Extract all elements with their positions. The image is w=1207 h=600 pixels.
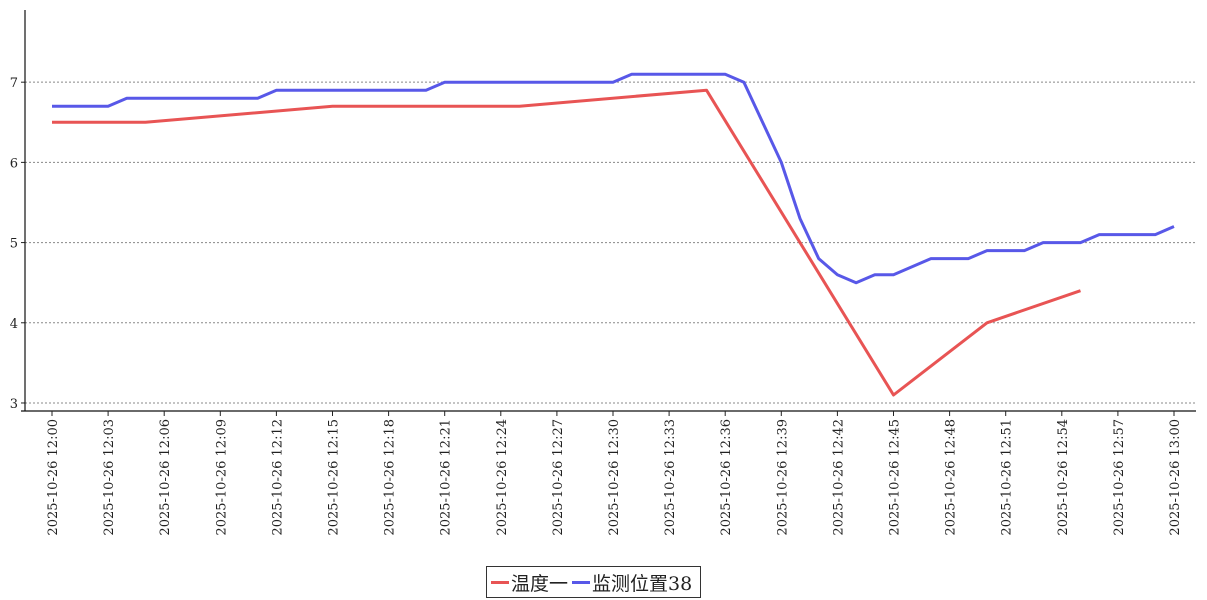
y-tick-label-1: 4: [10, 317, 18, 332]
x-tick-label-3: 2025-10-26 12:09: [214, 419, 229, 536]
x-tick-label-19: 2025-10-26 12:57: [1112, 419, 1127, 536]
x-tick-label-6: 2025-10-26 12:18: [383, 419, 398, 536]
y-tick-label-3: 6: [10, 156, 18, 171]
x-tick-label-4: 2025-10-26 12:12: [270, 419, 285, 536]
x-tick-label-9: 2025-10-26 12:27: [551, 419, 566, 536]
axes: 3 4 5 6 7 2025-10-26 12:00 2025-10-26 12:03 202…: [10, 10, 1196, 536]
y-tick-label-0: 3: [10, 397, 18, 412]
x-tick-label-8: 2025-10-26 12:24: [495, 419, 510, 536]
legend-label-series-1: 温度一: [511, 572, 569, 595]
series-line-1: [52, 88, 1081, 397]
x-tick-label-18: 2025-10-26 12:54: [1056, 419, 1071, 536]
x-tick-label-20: 2025-10-26 13:00: [1168, 419, 1183, 536]
legend-swatch-series-2: [572, 580, 591, 584]
x-tick-label-1: 2025-10-26 12:03: [102, 419, 117, 536]
legend-label-series-2: 监测位置38: [592, 572, 693, 595]
x-tick-label-13: 2025-10-26 12:39: [775, 419, 790, 536]
legend-item-series-1[interactable]: 温度一: [491, 569, 568, 596]
x-tick-label-5: 2025-10-26 12:15: [327, 419, 342, 536]
x-tick-label-11: 2025-10-26 12:33: [663, 419, 678, 536]
series-lines: [52, 72, 1175, 397]
x-tick-label-17: 2025-10-26 12:51: [1000, 419, 1015, 536]
x-tick-label-7: 2025-10-26 12:21: [439, 419, 454, 536]
x-tick-label-10: 2025-10-26 12:30: [607, 419, 622, 536]
x-tick-label-0: 2025-10-26 12:00: [46, 419, 61, 536]
x-tick-label-2: 2025-10-26 12:06: [158, 419, 173, 536]
series-line-2: [52, 72, 1175, 285]
x-tick-label-15: 2025-10-26 12:45: [888, 419, 903, 536]
x-tick-label-16: 2025-10-26 12:48: [944, 419, 959, 536]
gridlines: [25, 81, 1196, 404]
legend-item-series-2[interactable]: 监测位置38: [572, 569, 692, 596]
x-tick-label-14: 2025-10-26 12:42: [831, 419, 846, 536]
legend-swatch-series-1: [491, 580, 509, 584]
legend: 温度一 监测位置38: [486, 566, 702, 598]
y-tick-label-2: 5: [10, 237, 18, 252]
x-tick-label-12: 2025-10-26 12:36: [719, 419, 734, 536]
y-tick-label-4: 7: [10, 76, 18, 91]
